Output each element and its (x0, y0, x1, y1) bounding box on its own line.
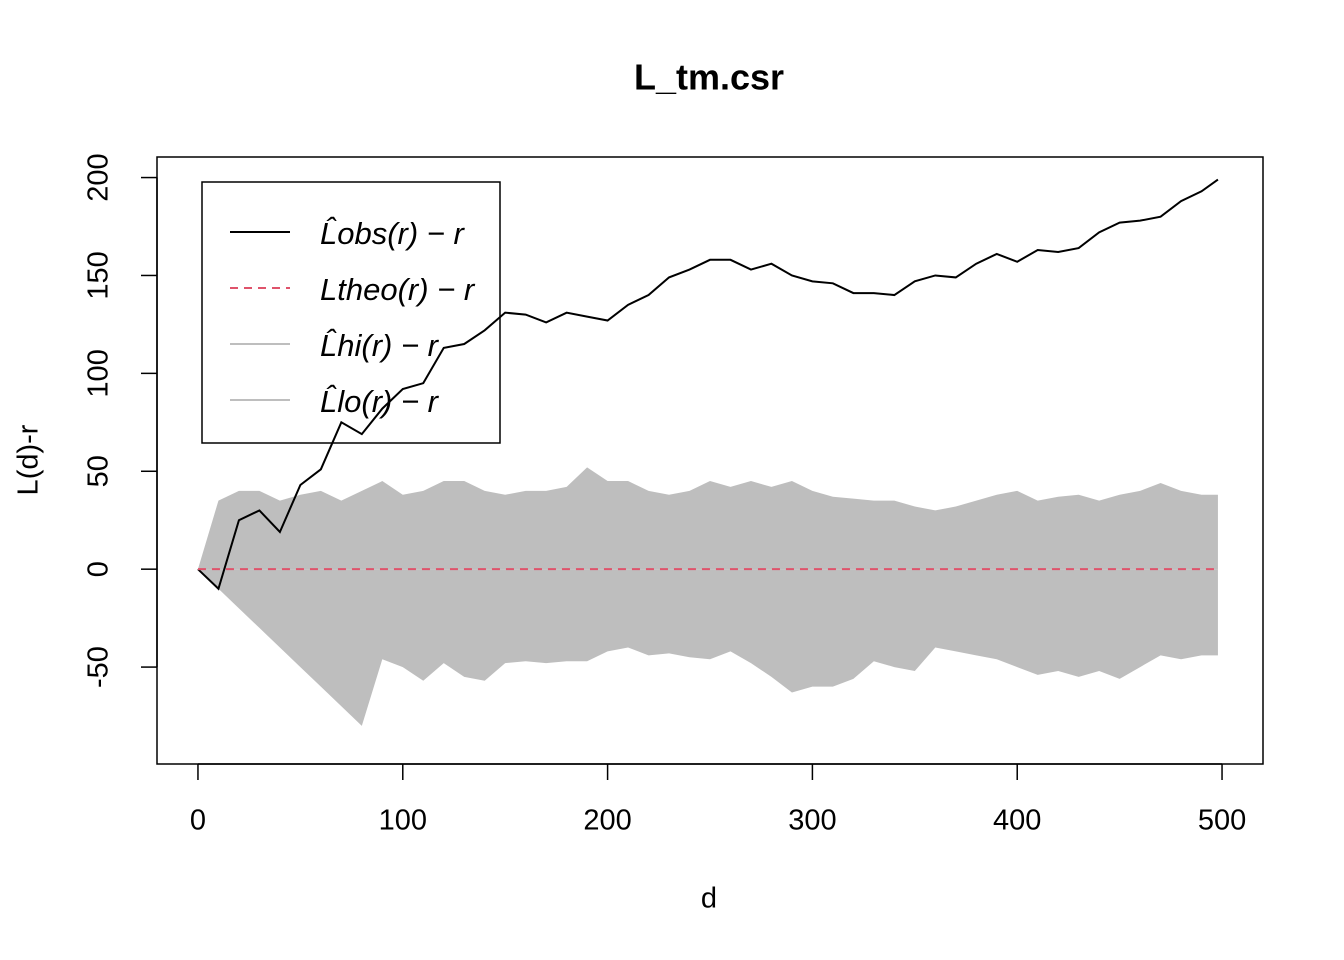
x-tick-label: 0 (190, 805, 206, 837)
y-tick-label: 0 (83, 561, 115, 577)
x-tick-label: 300 (788, 805, 836, 837)
y-tick-label: 150 (83, 251, 115, 299)
legend-box (201, 181, 501, 444)
envelope-area (197, 569, 1218, 726)
envelope-area (197, 467, 1218, 570)
y-tick-label: 50 (83, 455, 115, 487)
x-axis-label: d (701, 883, 717, 915)
legend-label: L̂obs(r) − r (320, 215, 466, 251)
legend-label: L̂lo(r) − r (320, 383, 440, 419)
chart-title: L_tm.csr (634, 57, 784, 98)
legend-label: Ltheo(r) − r (320, 272, 476, 307)
y-axis-label: L(d)-r (13, 424, 45, 495)
y-tick-label: 100 (83, 349, 115, 397)
y-tick-label: -50 (83, 646, 115, 688)
legend-label: L̂hi(r) − r (320, 327, 440, 363)
series-line (197, 178, 1219, 591)
x-tick-label: 100 (379, 805, 427, 837)
y-tick-label: 200 (83, 153, 115, 201)
x-tick-label: 500 (1198, 805, 1246, 837)
x-tick-label: 400 (993, 805, 1041, 837)
x-tick-label: 200 (583, 805, 631, 837)
